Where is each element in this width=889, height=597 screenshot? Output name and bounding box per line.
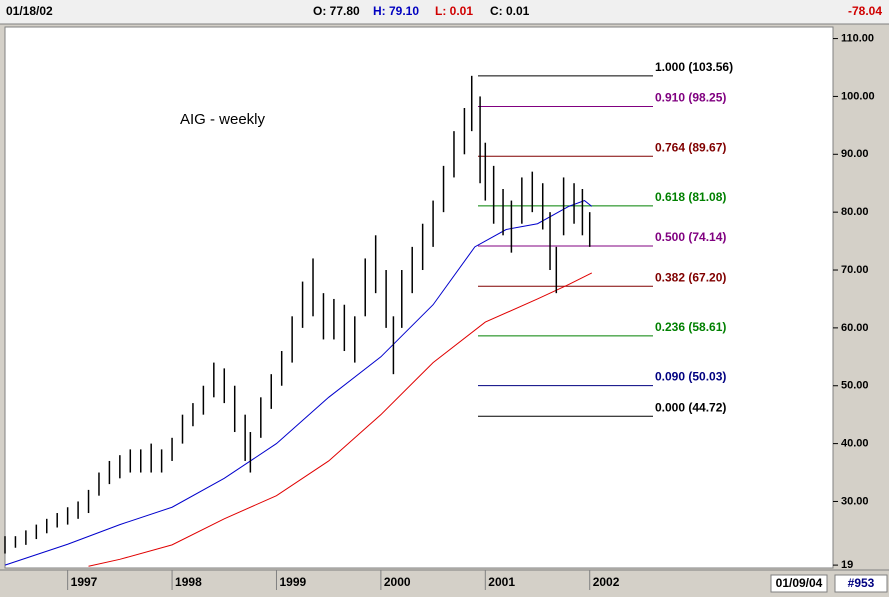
y-tick-label: 80.00 — [841, 206, 869, 218]
record-box — [834, 574, 888, 593]
moving-average — [4, 200, 593, 566]
y-axis-panel — [834, 27, 889, 568]
plot-area — [4, 26, 834, 569]
annotation: AIG - weekly — [180, 111, 266, 128]
x-tick-label: 1999 — [279, 575, 306, 589]
y-tick-label: 90.00 — [841, 148, 869, 160]
header-low: L: 0.01 — [435, 4, 473, 18]
x-axis-panel — [0, 570, 889, 597]
header-change: -78.04 — [848, 4, 882, 18]
date-box-text: 01/09/04 — [776, 576, 823, 590]
fib-level-label: 0.618 (81.08) — [655, 190, 726, 204]
header-date: 01/18/02 — [6, 4, 53, 18]
x-tick-label: 2000 — [384, 575, 411, 589]
x-tick-label: 1997 — [71, 575, 98, 589]
fib-level-label: 0.500 (74.14) — [655, 230, 726, 244]
y-tick-label: 60.00 — [841, 322, 869, 334]
y-tick-label: 110.00 — [841, 32, 874, 44]
x-tick-label: 2002 — [593, 575, 620, 589]
fib-level-label: 0.000 (44.72) — [655, 400, 726, 414]
x-tick-label: 2001 — [488, 575, 515, 589]
header-high: H: 79.10 — [373, 4, 419, 18]
y-tick-label: 40.00 — [841, 438, 869, 450]
fib-level-label: 0.382 (67.20) — [655, 270, 726, 284]
y-tick-label: 100.00 — [841, 90, 875, 102]
x-tick-label: 1998 — [175, 575, 202, 589]
header-open: O: 77.80 — [313, 4, 360, 18]
moving-average — [88, 272, 593, 567]
fib-level-label: 1.000 (103.56) — [655, 60, 733, 74]
fib-level-label: 0.910 (98.25) — [655, 91, 726, 105]
y-tick-label: 70.00 — [841, 264, 869, 276]
header-close: C: 0.01 — [490, 4, 530, 18]
y-tick-label: 30.00 — [841, 495, 869, 507]
header-bar — [0, 0, 889, 24]
y-tick-label: 19 — [841, 559, 853, 571]
y-tick-label: 50.00 — [841, 380, 869, 392]
fib-level-label: 0.764 (89.67) — [655, 140, 726, 154]
date-box — [770, 574, 828, 593]
fib-level-label: 0.236 (58.61) — [655, 320, 726, 334]
record-text: #953 — [848, 576, 875, 590]
fib-level-label: 0.090 (50.03) — [655, 370, 726, 384]
